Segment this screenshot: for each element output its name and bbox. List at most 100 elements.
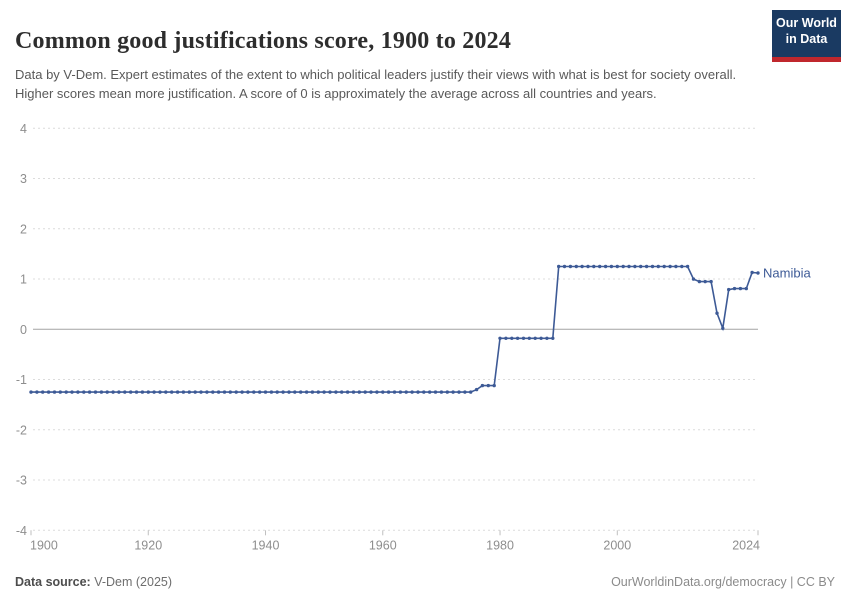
data-point <box>738 286 743 291</box>
data-point <box>187 390 191 394</box>
data-point <box>240 390 244 394</box>
entity-label-namibia[interactable]: Namibia <box>763 266 811 281</box>
data-point <box>703 279 707 284</box>
data-point <box>521 336 526 340</box>
data-point <box>205 390 209 394</box>
data-point <box>381 390 385 394</box>
data-point <box>510 336 514 340</box>
data-point <box>750 270 754 275</box>
data-point <box>756 271 760 275</box>
data-point <box>422 390 426 394</box>
data-point <box>644 264 649 269</box>
data-point <box>486 383 490 388</box>
data-point <box>527 336 531 340</box>
data-point <box>211 390 215 394</box>
data-point <box>41 390 45 394</box>
data-point <box>603 264 608 269</box>
data-point <box>93 390 98 394</box>
data-point <box>574 264 578 269</box>
data-point <box>58 390 62 394</box>
data-point <box>732 286 737 291</box>
data-point <box>386 390 391 394</box>
data-source-label: Data source: <box>15 575 91 589</box>
data-point <box>533 336 537 340</box>
data-point <box>134 390 139 394</box>
data-point <box>310 390 315 394</box>
y-axis-tick-label: 3 <box>20 172 27 186</box>
owid-logo-line2: in Data <box>785 31 828 46</box>
data-point <box>469 390 473 394</box>
data-point <box>445 390 449 394</box>
y-axis-tick-label: -2 <box>16 423 27 437</box>
data-point <box>193 390 197 394</box>
data-point <box>662 264 666 269</box>
data-point <box>545 336 549 340</box>
data-point <box>598 264 602 269</box>
data-point <box>562 264 567 269</box>
data-point <box>70 390 74 394</box>
data-point <box>258 390 262 394</box>
owid-logo[interactable]: Our World in Data <box>772 10 841 62</box>
data-point <box>474 387 479 392</box>
data-point <box>29 390 33 394</box>
data-point <box>199 390 203 394</box>
data-point <box>627 264 631 269</box>
data-point <box>439 390 444 394</box>
x-axis-tick-label: 1900 <box>30 538 58 552</box>
y-axis-tick-label: 4 <box>20 122 27 136</box>
data-point <box>52 390 57 394</box>
data-point <box>170 390 174 394</box>
data-point <box>416 390 420 394</box>
data-point <box>621 264 625 269</box>
data-point <box>744 286 748 291</box>
data-point <box>457 390 461 394</box>
data-point <box>697 279 702 284</box>
x-axis-tick-label: 1920 <box>134 538 162 552</box>
data-point <box>357 390 361 394</box>
data-point <box>222 390 227 394</box>
data-point <box>539 336 543 340</box>
data-point <box>463 390 467 394</box>
data-point <box>164 390 168 394</box>
y-axis-tick-label: 1 <box>20 273 27 287</box>
data-point <box>586 264 590 269</box>
data-point <box>515 336 520 340</box>
data-point <box>551 336 555 340</box>
x-axis-tick-label: 1940 <box>252 538 280 552</box>
data-point <box>492 383 496 388</box>
data-point <box>299 390 303 394</box>
attribution-link[interactable]: OurWorldinData.org/democracy | CC BY <box>611 575 835 589</box>
data-point <box>680 264 684 269</box>
x-axis-tick-label: 2000 <box>603 538 631 552</box>
data-point <box>480 383 485 388</box>
data-point <box>375 390 379 394</box>
data-point <box>340 390 344 394</box>
data-point <box>117 390 121 394</box>
data-point <box>568 264 573 269</box>
data-point <box>140 390 145 394</box>
data-point <box>158 390 162 394</box>
data-point <box>234 390 238 394</box>
data-point <box>715 311 719 315</box>
data-point <box>328 390 332 394</box>
x-axis-tick-label: 1960 <box>369 538 397 552</box>
data-point <box>146 390 150 394</box>
data-point <box>650 264 655 269</box>
data-point <box>633 264 637 269</box>
data-point <box>498 336 502 340</box>
data-point <box>228 390 232 394</box>
y-axis-tick-label: 2 <box>20 222 27 236</box>
data-point <box>287 390 291 394</box>
data-point <box>175 390 180 394</box>
y-axis-tick-label: -1 <box>16 373 27 387</box>
data-point <box>398 390 403 394</box>
data-point <box>322 390 326 394</box>
data-point <box>269 390 274 394</box>
data-point <box>410 390 414 394</box>
data-point <box>246 390 250 394</box>
data-point <box>281 390 285 394</box>
data-point <box>709 279 713 284</box>
data-point <box>181 390 186 394</box>
data-source-value: V-Dem (2025) <box>94 575 173 589</box>
